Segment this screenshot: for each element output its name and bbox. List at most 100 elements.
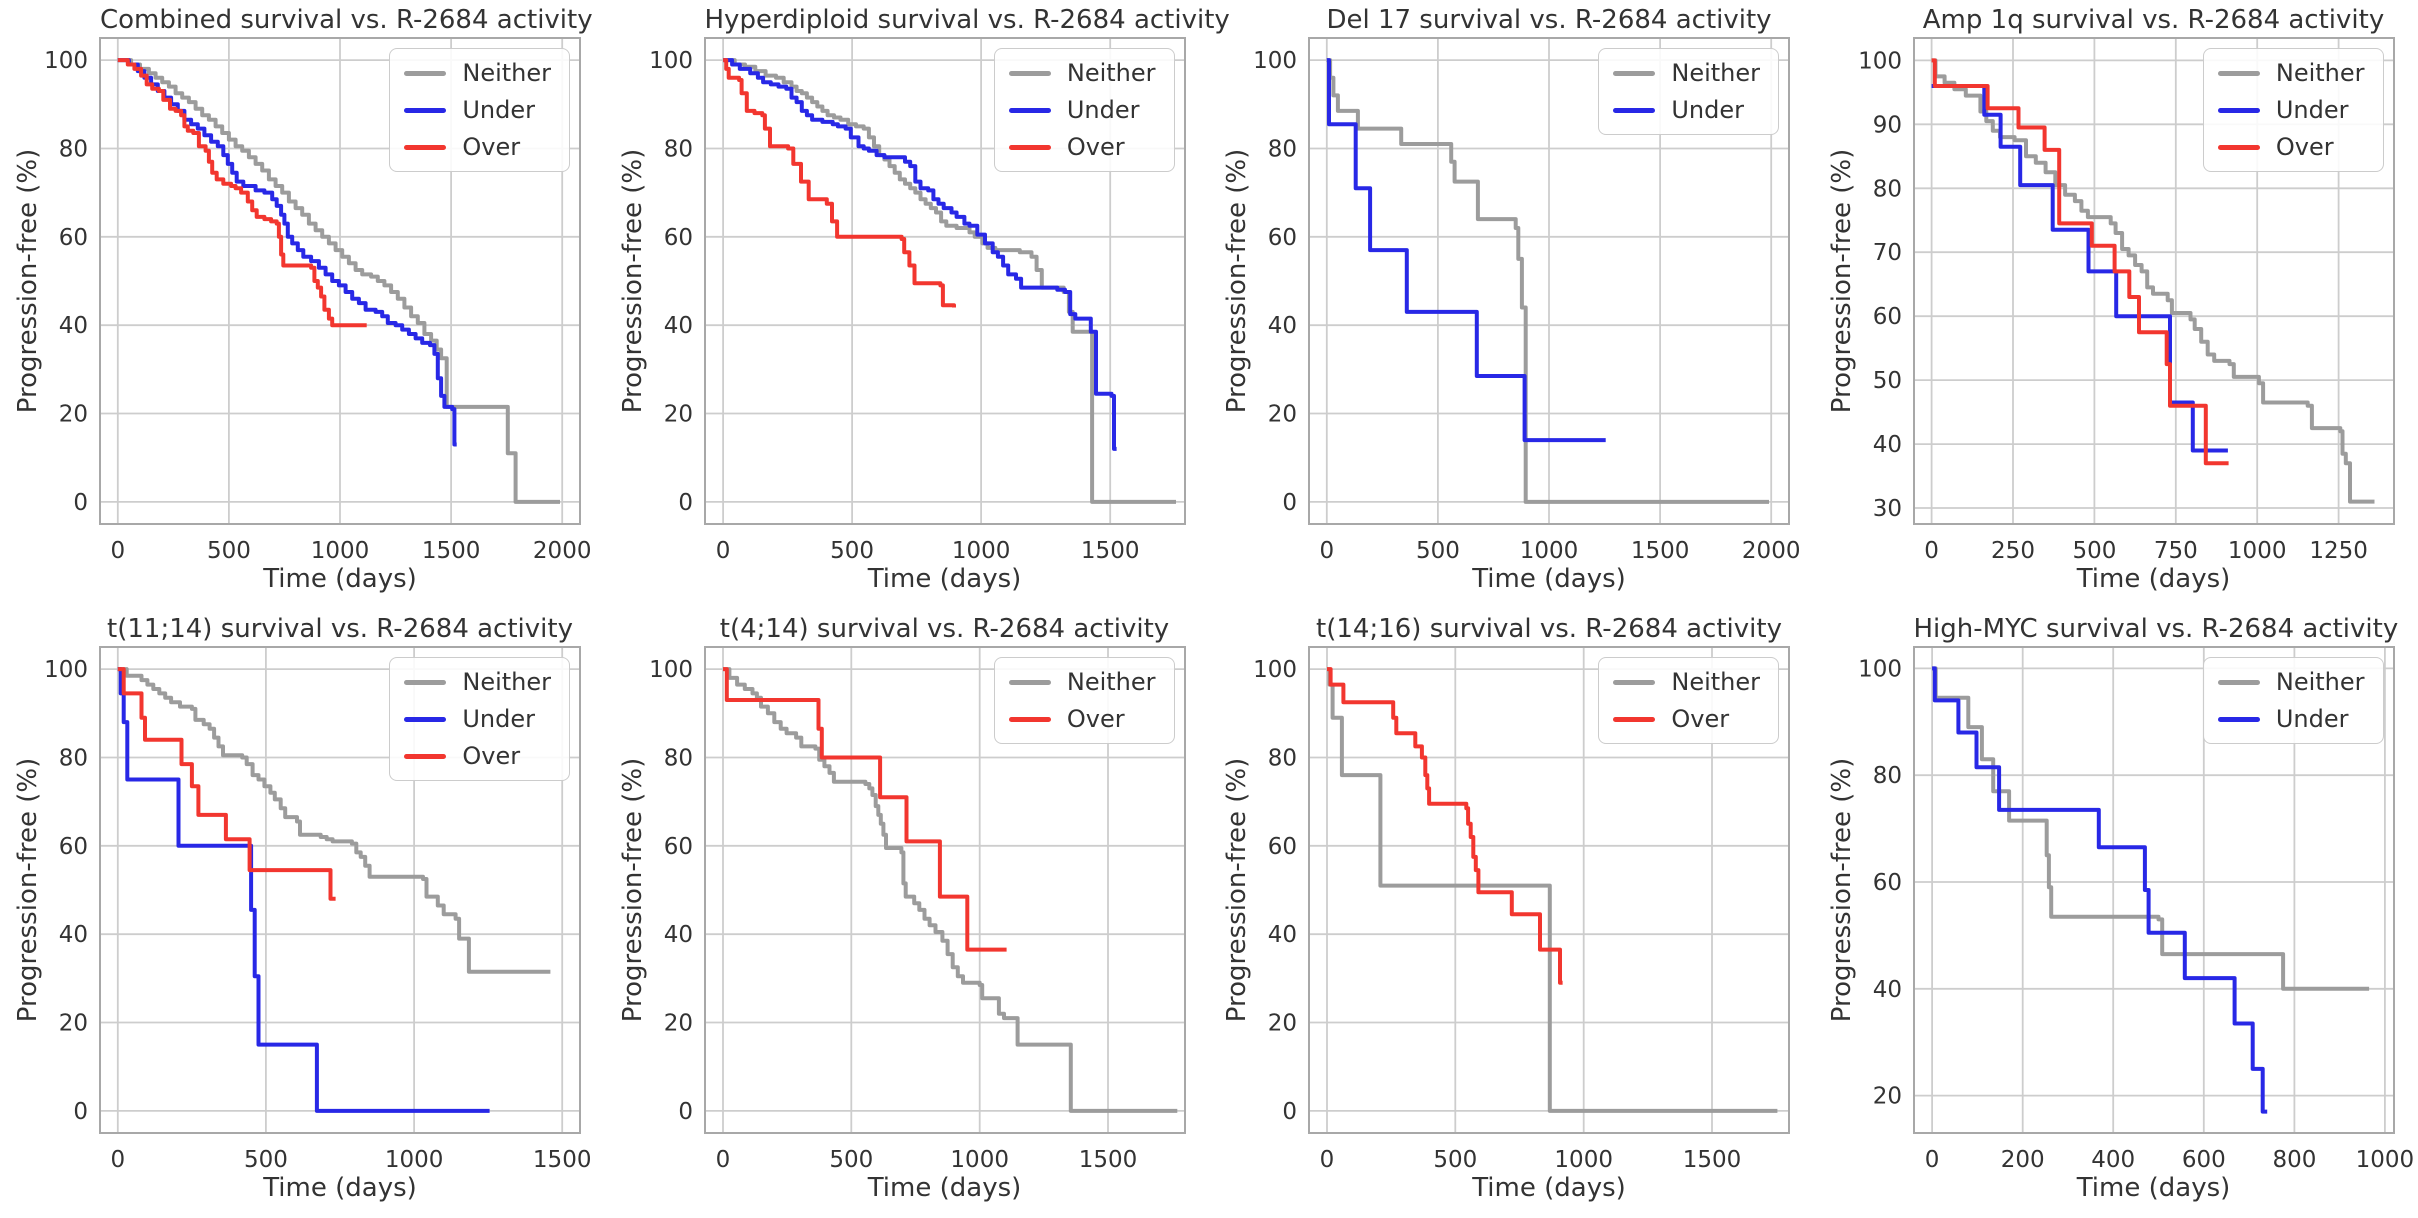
y-tick-label: 60 <box>59 225 88 251</box>
legend-item: Under <box>2217 96 2365 124</box>
legend-label: Neither <box>462 668 551 696</box>
legend-label: Neither <box>1671 668 1760 696</box>
x-tick-label: 500 <box>244 1147 288 1173</box>
y-tick-label: 60 <box>59 834 88 860</box>
legend-line-swatch <box>404 70 447 76</box>
x-axis-label: Time (days) <box>263 1173 417 1203</box>
legend-line-swatch <box>404 679 447 685</box>
legend-line-swatch <box>1613 679 1656 685</box>
y-tick-label: 70 <box>1872 240 1901 266</box>
y-tick-label: 40 <box>663 313 692 339</box>
curve-under <box>722 58 1117 451</box>
legend: Neither Under Over <box>993 48 1175 172</box>
legend-item: Under <box>2217 705 2365 733</box>
y-tick-label: 0 <box>1282 1099 1297 1125</box>
x-tick-label: 500 <box>829 1147 873 1173</box>
y-tick-label: 100 <box>649 48 693 74</box>
plot-border <box>703 646 1186 1134</box>
curve-over <box>1327 667 1563 985</box>
legend-label: Over <box>462 133 521 161</box>
x-tick-label: 500 <box>2072 538 2116 564</box>
x-tick-label: 1000 <box>2227 538 2286 564</box>
y-tick-label: 80 <box>1872 763 1901 789</box>
curve-over <box>722 58 956 308</box>
legend-item: Under <box>1008 96 1156 124</box>
legend-item: Under <box>1613 96 1760 124</box>
y-tick-label: 20 <box>663 1011 692 1037</box>
y-tick-label: 20 <box>1268 1011 1297 1037</box>
y-tick-label: 40 <box>1268 922 1297 948</box>
y-tick-label: 20 <box>1872 1084 1901 1110</box>
legend-label: Under <box>462 705 536 733</box>
legend-item: Neither <box>2217 59 2365 87</box>
legend: Neither Under Over <box>389 657 570 781</box>
subplot-combined: Combined survival vs. R-2684 activity Pr… <box>0 0 604 609</box>
x-axis-label: Time (days) <box>2076 1173 2231 1203</box>
curve-neither <box>1326 58 1769 504</box>
x-tick-label: 2000 <box>1742 538 1801 564</box>
plot-area: 0 500 1000 1500 0 20 40 60 80 100 <box>649 37 1186 564</box>
legend-line-swatch <box>1008 144 1051 150</box>
legend-item: Over <box>1613 705 1760 733</box>
y-tick-label: 0 <box>678 490 693 516</box>
curve-over <box>722 667 1007 952</box>
curve-over <box>117 58 367 328</box>
chart-title: High-MYC survival vs. R-2684 activity <box>1913 614 2399 644</box>
legend-line-swatch <box>1008 107 1051 113</box>
plot-border <box>1912 646 2395 1134</box>
x-axis-label: Time (days) <box>2076 564 2231 594</box>
legend-line-swatch <box>2217 716 2260 722</box>
x-tick-label: 1500 <box>1080 538 1139 564</box>
y-tick-label: 60 <box>1872 304 1901 330</box>
legend-line-swatch <box>1613 107 1656 113</box>
y-tick-label: 80 <box>1872 176 1901 202</box>
y-tick-label: 40 <box>663 922 692 948</box>
y-tick-label: 40 <box>59 922 88 948</box>
x-axis-label: Time (days) <box>263 564 417 594</box>
curve-under <box>1326 58 1606 443</box>
legend-item: Neither <box>404 59 551 87</box>
x-tick-label: 1000 <box>2355 1147 2414 1173</box>
y-tick-label: 60 <box>663 834 692 860</box>
legend-label: Neither <box>2275 668 2365 696</box>
curve-over <box>117 667 336 901</box>
x-tick-label: 1000 <box>1520 538 1579 564</box>
legend: Neither Under <box>2202 657 2384 744</box>
x-tick-label: 0 <box>715 538 730 564</box>
x-tick-label: 0 <box>110 538 125 564</box>
subplot-high-myc: High-MYC survival vs. R-2684 activity Pr… <box>1814 609 2418 1218</box>
x-tick-label: 0 <box>1320 1147 1335 1173</box>
plot-border <box>703 37 1186 525</box>
legend-item: Neither <box>2217 668 2365 696</box>
x-tick-label: 500 <box>1416 538 1460 564</box>
curve-neither <box>1931 58 2374 504</box>
y-tick-label: 20 <box>59 1011 88 1037</box>
curve-under <box>1931 84 2228 453</box>
y-tick-label: 100 <box>1858 656 1902 682</box>
legend-line-swatch <box>2217 70 2260 76</box>
x-tick-label: 0 <box>1319 538 1334 564</box>
y-tick-label: 50 <box>1872 368 1901 394</box>
legend-line-swatch <box>404 107 447 113</box>
legend-label: Neither <box>1066 59 1156 87</box>
x-tick-label: 500 <box>207 538 251 564</box>
plot-area: 0 250 500 750 1000 1250 30 40 50 60 70 80 90 100 <box>1858 37 2395 564</box>
legend-item: Neither <box>1008 59 1156 87</box>
y-tick-label: 80 <box>1268 746 1297 772</box>
curve-neither <box>117 667 551 974</box>
chart-title: Del 17 survival vs. R-2684 activity <box>1326 5 1772 35</box>
subplot-t11-14: t(11;14) survival vs. R-2684 activity Pr… <box>0 609 604 1218</box>
curve-neither <box>722 667 1177 1113</box>
legend-label: Under <box>2275 96 2349 124</box>
legend-line-swatch <box>1008 716 1051 722</box>
x-tick-label: 0 <box>1924 538 1939 564</box>
legend-label: Neither <box>2275 59 2365 87</box>
y-tick-label: 60 <box>663 225 692 251</box>
chart-title: t(11;14) survival vs. R-2684 activity <box>107 614 573 644</box>
y-tick-label: 60 <box>1268 225 1297 251</box>
x-tick-label: 1500 <box>1631 538 1690 564</box>
subplot-t14-16: t(14;16) survival vs. R-2684 activity Pr… <box>1209 609 1813 1218</box>
y-tick-label: 80 <box>59 746 88 772</box>
legend-line-swatch <box>1008 70 1051 76</box>
